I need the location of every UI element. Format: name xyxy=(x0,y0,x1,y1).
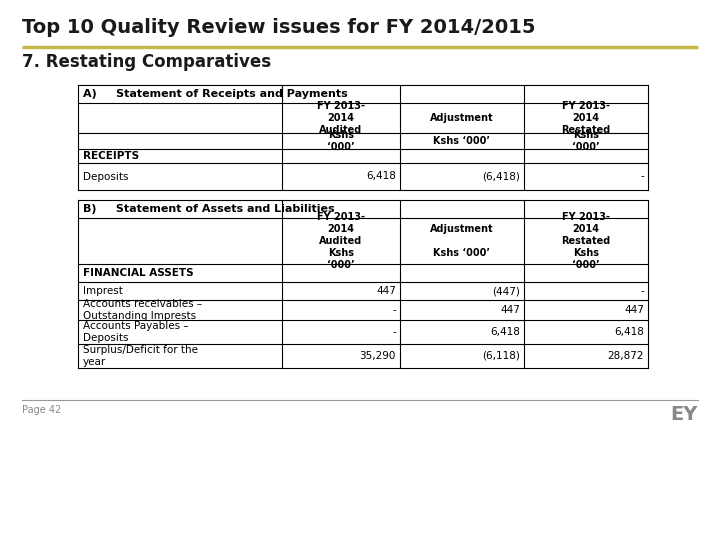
Text: Kshs ‘000’: Kshs ‘000’ xyxy=(433,136,490,146)
Text: -: - xyxy=(640,172,644,181)
Text: (6,118): (6,118) xyxy=(482,351,520,361)
Text: FY 2013-
2014
Audited
Kshs
‘000’: FY 2013- 2014 Audited Kshs ‘000’ xyxy=(317,212,365,270)
Text: Accounts receivables –
Outstanding Imprests: Accounts receivables – Outstanding Impre… xyxy=(83,299,202,321)
Text: 6,418: 6,418 xyxy=(490,327,520,337)
Text: Page 42: Page 42 xyxy=(22,405,61,415)
Text: A)     Statement of Receipts and Payments: A) Statement of Receipts and Payments xyxy=(83,89,348,99)
Text: RECEIPTS: RECEIPTS xyxy=(83,151,139,161)
Text: Accounts Payables –
Deposits: Accounts Payables – Deposits xyxy=(83,321,189,343)
Text: (447): (447) xyxy=(492,286,520,296)
Text: 6,418: 6,418 xyxy=(366,172,396,181)
Text: B)     Statement of Assets and Liabilities: B) Statement of Assets and Liabilities xyxy=(83,204,335,214)
Text: 35,290: 35,290 xyxy=(359,351,396,361)
Text: Adjustment: Adjustment xyxy=(430,113,494,123)
Text: -: - xyxy=(640,286,644,296)
Text: Imprest: Imprest xyxy=(83,286,123,296)
Text: Adjustment

Kshs ‘000’: Adjustment Kshs ‘000’ xyxy=(430,224,494,258)
Text: Kshs
‘000’: Kshs ‘000’ xyxy=(327,130,355,152)
Text: 28,872: 28,872 xyxy=(608,351,644,361)
Text: Top 10 Quality Review issues for FY 2014/2015: Top 10 Quality Review issues for FY 2014… xyxy=(22,18,536,37)
Text: (6,418): (6,418) xyxy=(482,172,520,181)
Text: FINANCIAL ASSETS: FINANCIAL ASSETS xyxy=(83,268,194,278)
Text: -: - xyxy=(392,305,396,315)
Text: 447: 447 xyxy=(624,305,644,315)
Text: Surplus/Deficit for the
year: Surplus/Deficit for the year xyxy=(83,345,198,367)
Text: FY 2013-
2014
Audited: FY 2013- 2014 Audited xyxy=(317,100,365,136)
Text: -: - xyxy=(392,327,396,337)
Text: 447: 447 xyxy=(500,305,520,315)
Text: Deposits: Deposits xyxy=(83,172,128,181)
Text: EY: EY xyxy=(670,405,698,424)
Text: 7. Restating Comparatives: 7. Restating Comparatives xyxy=(22,53,271,71)
Text: FY 2013-
2014
Restated
Kshs
‘000’: FY 2013- 2014 Restated Kshs ‘000’ xyxy=(562,212,611,270)
Text: 6,418: 6,418 xyxy=(614,327,644,337)
Text: FY 2013-
2014
Restated: FY 2013- 2014 Restated xyxy=(562,100,611,136)
Text: Kshs
‘000’: Kshs ‘000’ xyxy=(572,130,600,152)
Text: 447: 447 xyxy=(376,286,396,296)
